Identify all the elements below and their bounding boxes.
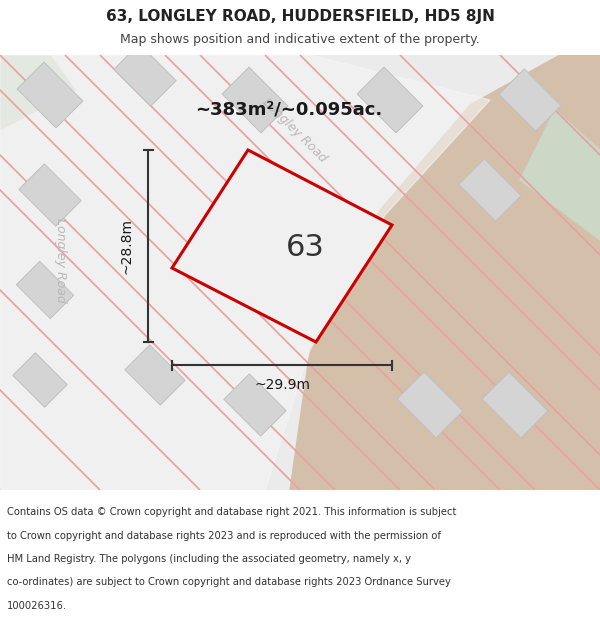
Polygon shape [357, 67, 423, 133]
Text: 63, LONGLEY ROAD, HUDDERSFIELD, HD5 8JN: 63, LONGLEY ROAD, HUDDERSFIELD, HD5 8JN [106, 9, 494, 24]
Polygon shape [499, 69, 561, 131]
Polygon shape [125, 345, 185, 405]
Text: co-ordinates) are subject to Crown copyright and database rights 2023 Ordnance S: co-ordinates) are subject to Crown copyr… [7, 578, 451, 587]
Text: ~28.8m: ~28.8m [119, 218, 133, 274]
Polygon shape [459, 159, 521, 221]
Text: ~383m²/~0.095ac.: ~383m²/~0.095ac. [195, 101, 382, 119]
Polygon shape [17, 62, 83, 128]
Polygon shape [482, 372, 548, 438]
Polygon shape [114, 44, 176, 106]
Polygon shape [13, 352, 67, 408]
Text: ~29.9m: ~29.9m [254, 378, 310, 392]
Text: Map shows position and indicative extent of the property.: Map shows position and indicative extent… [120, 32, 480, 46]
Text: 63: 63 [286, 234, 325, 262]
Text: HM Land Registry. The polygons (including the associated geometry, namely x, y: HM Land Registry. The polygons (includin… [7, 554, 411, 564]
Text: 100026316.: 100026316. [7, 601, 67, 611]
Polygon shape [290, 55, 600, 490]
Polygon shape [520, 110, 600, 240]
Polygon shape [16, 261, 74, 319]
Polygon shape [222, 67, 288, 133]
Polygon shape [19, 164, 81, 226]
Polygon shape [397, 372, 463, 438]
Text: to Crown copyright and database rights 2023 and is reproduced with the permissio: to Crown copyright and database rights 2… [7, 531, 441, 541]
Text: Longley Road: Longley Road [53, 217, 67, 302]
Text: Contains OS data © Crown copyright and database right 2021. This information is : Contains OS data © Crown copyright and d… [7, 507, 457, 517]
Text: Longley Road: Longley Road [260, 96, 329, 164]
Polygon shape [0, 55, 75, 130]
Polygon shape [0, 55, 490, 490]
Polygon shape [172, 150, 392, 342]
Polygon shape [224, 374, 286, 436]
